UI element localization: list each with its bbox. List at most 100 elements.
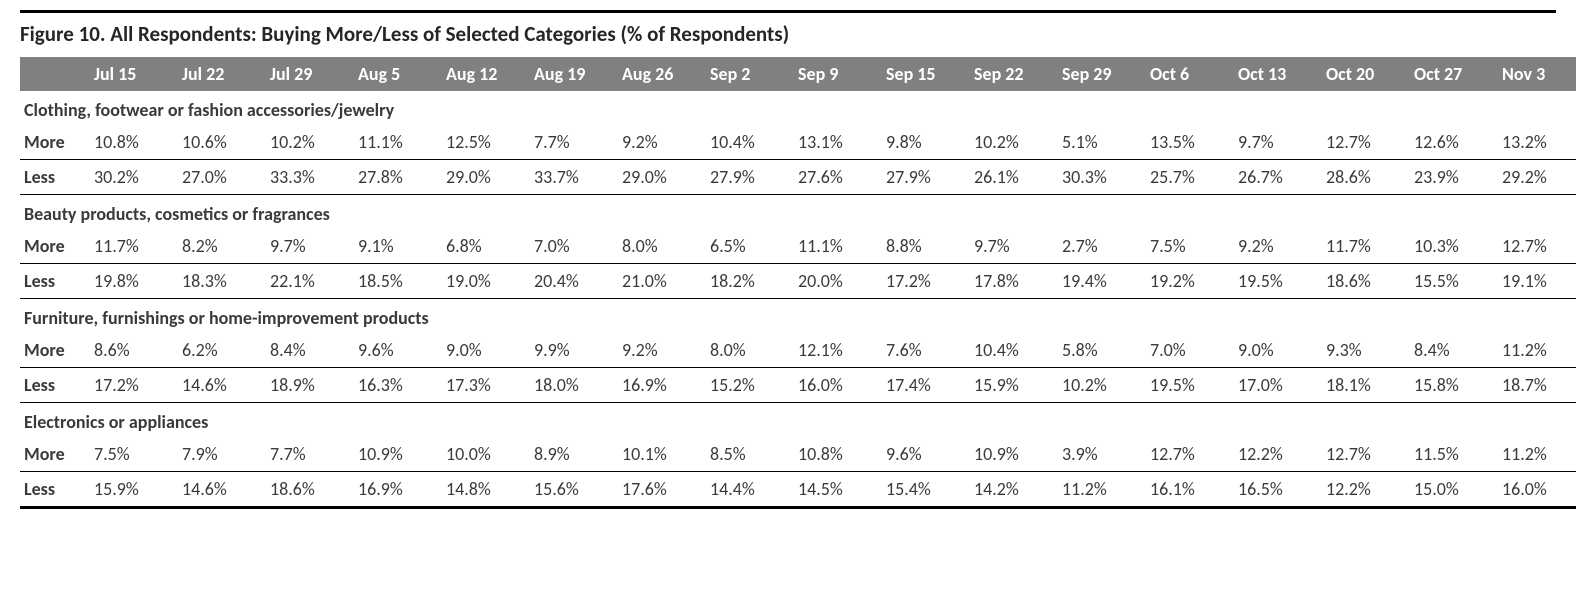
- data-cell: 14.8%: [442, 472, 530, 508]
- data-cell: 19.1%: [1498, 264, 1576, 299]
- data-cell: 14.5%: [794, 472, 882, 508]
- data-cell: 10.2%: [266, 125, 354, 160]
- data-cell: 9.6%: [354, 333, 442, 368]
- data-cell: 9.2%: [618, 125, 706, 160]
- data-cell: 18.3%: [178, 264, 266, 299]
- row-label-less: Less: [20, 368, 90, 403]
- data-cell: 5.1%: [1058, 125, 1146, 160]
- data-cell: 8.8%: [882, 229, 970, 264]
- data-cell: 11.7%: [1322, 229, 1410, 264]
- data-cell: 16.5%: [1234, 472, 1322, 508]
- data-cell: 28.6%: [1322, 160, 1410, 195]
- figure-title: Figure 10. All Respondents: Buying More/…: [20, 10, 1556, 57]
- data-cell: 14.6%: [178, 368, 266, 403]
- header-date: Oct 13: [1234, 57, 1322, 91]
- header-date: Jul 15: [90, 57, 178, 91]
- header-date: Oct 20: [1322, 57, 1410, 91]
- row-label-more: More: [20, 125, 90, 160]
- data-cell: 33.7%: [530, 160, 618, 195]
- data-row-less: Less15.9%14.6%18.6%16.9%14.8%15.6%17.6%1…: [20, 472, 1576, 508]
- data-cell: 12.7%: [1498, 229, 1576, 264]
- data-cell: 10.8%: [90, 125, 178, 160]
- data-cell: 15.9%: [970, 368, 1058, 403]
- header-date: Sep 29: [1058, 57, 1146, 91]
- row-label-more: More: [20, 333, 90, 368]
- data-cell: 29.0%: [442, 160, 530, 195]
- data-cell: 12.2%: [1234, 437, 1322, 472]
- data-cell: 16.0%: [1498, 472, 1576, 508]
- data-cell: 29.2%: [1498, 160, 1576, 195]
- data-cell: 8.6%: [90, 333, 178, 368]
- header-date: Jul 22: [178, 57, 266, 91]
- data-cell: 9.2%: [618, 333, 706, 368]
- data-cell: 9.7%: [1234, 125, 1322, 160]
- data-table: Jul 15Jul 22Jul 29Aug 5Aug 12Aug 19Aug 2…: [20, 57, 1576, 509]
- data-cell: 15.2%: [706, 368, 794, 403]
- data-cell: 12.6%: [1410, 125, 1498, 160]
- data-cell: 29.0%: [618, 160, 706, 195]
- data-cell: 13.2%: [1498, 125, 1576, 160]
- data-row-less: Less17.2%14.6%18.9%16.3%17.3%18.0%16.9%1…: [20, 368, 1576, 403]
- row-label-less: Less: [20, 264, 90, 299]
- data-cell: 9.9%: [530, 333, 618, 368]
- data-cell: 10.9%: [970, 437, 1058, 472]
- data-cell: 6.2%: [178, 333, 266, 368]
- data-cell: 27.8%: [354, 160, 442, 195]
- data-cell: 8.5%: [706, 437, 794, 472]
- data-cell: 11.2%: [1498, 437, 1576, 472]
- data-cell: 14.2%: [970, 472, 1058, 508]
- row-label-less: Less: [20, 472, 90, 508]
- data-cell: 18.0%: [530, 368, 618, 403]
- header-date: Nov 3: [1498, 57, 1576, 91]
- data-cell: 10.9%: [354, 437, 442, 472]
- data-cell: 2.7%: [1058, 229, 1146, 264]
- header-date: Sep 15: [882, 57, 970, 91]
- data-cell: 16.9%: [354, 472, 442, 508]
- category-name: Clothing, footwear or fashion accessorie…: [20, 91, 1576, 125]
- data-cell: 25.7%: [1146, 160, 1234, 195]
- data-cell: 9.6%: [882, 437, 970, 472]
- data-cell: 27.9%: [706, 160, 794, 195]
- data-cell: 10.6%: [178, 125, 266, 160]
- data-cell: 3.9%: [1058, 437, 1146, 472]
- category-name: Electronics or appliances: [20, 403, 1576, 438]
- data-row-less: Less30.2%27.0%33.3%27.8%29.0%33.7%29.0%2…: [20, 160, 1576, 195]
- data-cell: 13.1%: [794, 125, 882, 160]
- data-cell: 17.3%: [442, 368, 530, 403]
- data-cell: 12.7%: [1322, 437, 1410, 472]
- data-cell: 12.7%: [1146, 437, 1234, 472]
- data-cell: 10.2%: [970, 125, 1058, 160]
- data-cell: 16.9%: [618, 368, 706, 403]
- data-cell: 7.0%: [1146, 333, 1234, 368]
- header-blank: [20, 57, 90, 91]
- data-cell: 10.0%: [442, 437, 530, 472]
- data-cell: 18.5%: [354, 264, 442, 299]
- data-cell: 9.1%: [354, 229, 442, 264]
- table-body: Clothing, footwear or fashion accessorie…: [20, 91, 1576, 508]
- data-cell: 7.7%: [266, 437, 354, 472]
- data-cell: 27.0%: [178, 160, 266, 195]
- data-cell: 22.1%: [266, 264, 354, 299]
- data-cell: 10.4%: [706, 125, 794, 160]
- data-cell: 33.3%: [266, 160, 354, 195]
- category-row: Clothing, footwear or fashion accessorie…: [20, 91, 1576, 125]
- header-date: Jul 29: [266, 57, 354, 91]
- data-cell: 8.4%: [266, 333, 354, 368]
- row-label-more: More: [20, 229, 90, 264]
- data-cell: 9.0%: [442, 333, 530, 368]
- data-cell: 8.4%: [1410, 333, 1498, 368]
- data-cell: 16.0%: [794, 368, 882, 403]
- data-cell: 17.8%: [970, 264, 1058, 299]
- category-name: Beauty products, cosmetics or fragrances: [20, 195, 1576, 230]
- data-cell: 7.0%: [530, 229, 618, 264]
- header-date: Sep 2: [706, 57, 794, 91]
- data-cell: 7.5%: [90, 437, 178, 472]
- category-row: Furniture, furnishings or home-improveme…: [20, 299, 1576, 334]
- data-cell: 12.1%: [794, 333, 882, 368]
- header-date: Aug 19: [530, 57, 618, 91]
- data-cell: 12.2%: [1322, 472, 1410, 508]
- data-cell: 8.0%: [618, 229, 706, 264]
- data-cell: 27.9%: [882, 160, 970, 195]
- data-cell: 9.0%: [1234, 333, 1322, 368]
- data-cell: 18.6%: [1322, 264, 1410, 299]
